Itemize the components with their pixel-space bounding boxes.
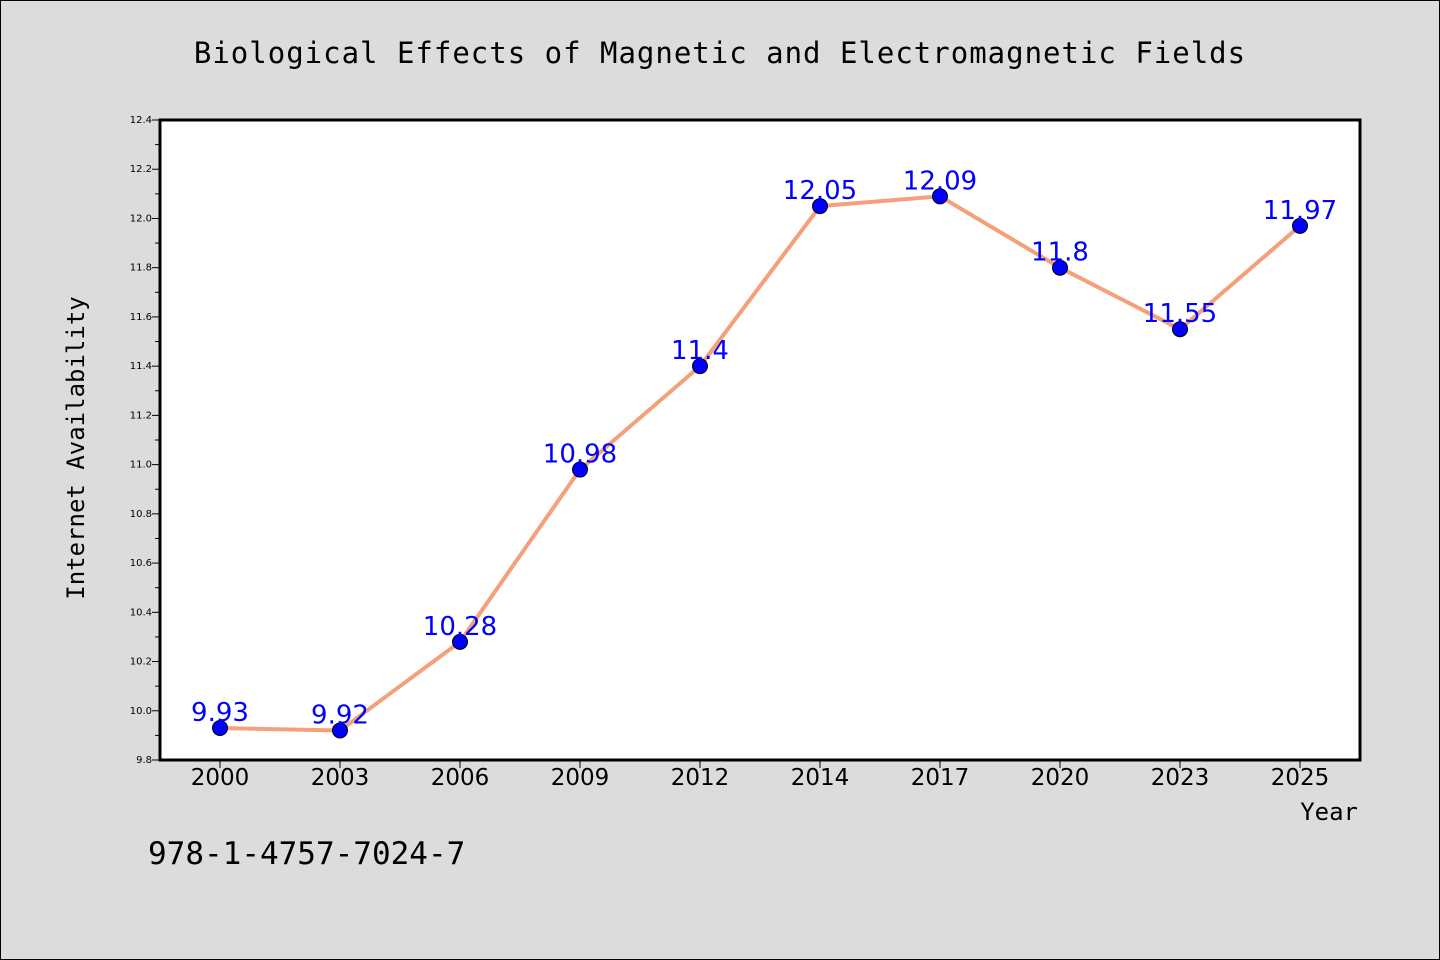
- x-axis-ticks: 2000 2003 2006 2009 2012 2014 2017 2020 2023 2025: [191, 760, 1330, 791]
- y-tick-label: 12.2: [130, 164, 152, 175]
- y-tick-label: 11.4: [130, 361, 152, 372]
- y-tick-label: 10.2: [130, 657, 152, 668]
- x-tick-label: 2012: [671, 765, 730, 791]
- data-point-marker: [1292, 217, 1308, 234]
- x-tick-label: 2006: [431, 765, 490, 791]
- y-tick-label: 11.0: [130, 460, 152, 471]
- data-point-marker: [1052, 259, 1068, 276]
- x-tick-label: 2023: [1151, 765, 1210, 791]
- x-tick-label: 2017: [911, 765, 970, 791]
- isbn-text: 978-1-4757-7024-7: [148, 836, 465, 872]
- data-label: 11.97: [1263, 196, 1337, 226]
- data-labels: 9.93 9.92 10.28 10.98 11.4 12.05 12.09 11.8 11.5…: [191, 166, 1337, 730]
- data-label: 12.09: [903, 166, 977, 196]
- y-tick-label: 12.0: [130, 213, 152, 224]
- data-point-marker: [692, 358, 708, 375]
- data-point-marker: [812, 198, 828, 215]
- series-markers: [212, 188, 1308, 739]
- data-point-marker: [452, 633, 468, 650]
- x-tick-label: 2014: [791, 765, 850, 791]
- chart-title: Biological Effects of Magnetic and Elect…: [194, 36, 1246, 70]
- data-label: 9.93: [191, 698, 249, 728]
- y-tick-label: 10.4: [130, 607, 152, 618]
- data-label: 11.55: [1143, 299, 1217, 329]
- x-tick-label: 2000: [191, 765, 250, 791]
- plot-area: [160, 120, 1360, 760]
- y-tick-label: 11.6: [130, 312, 152, 323]
- y-tick-label: 11.2: [130, 410, 152, 421]
- x-tick-label: 2020: [1031, 765, 1090, 791]
- data-label: 10.98: [543, 440, 617, 470]
- x-tick-label: 2003: [311, 765, 370, 791]
- y-tick-label: 11.8: [130, 263, 152, 274]
- y-tick-label: 10.8: [130, 509, 152, 520]
- data-label: 10.28: [423, 612, 497, 642]
- y-tick-label: 10.0: [130, 706, 152, 717]
- series-line: [219, 194, 1302, 733]
- data-point-marker: [932, 188, 948, 205]
- x-tick-label: 2025: [1271, 765, 1330, 791]
- y-axis-ticks: 9.8 10.0 10.2 10.4 10.6 10.8 11.0 11.2 11.4 11.6 1…: [130, 115, 160, 766]
- data-label: 11.8: [1031, 238, 1089, 268]
- data-point-marker: [1172, 321, 1188, 338]
- data-label: 11.4: [671, 336, 729, 366]
- data-point-marker: [572, 461, 588, 478]
- x-axis-title: Year: [1300, 798, 1358, 826]
- data-point-marker: [212, 720, 228, 736]
- y-tick-label: 12.4: [130, 115, 152, 126]
- y-tick-label: 9.8: [136, 755, 152, 766]
- data-label: 12.05: [783, 176, 857, 206]
- y-tick-label: 10.6: [130, 558, 152, 569]
- x-tick-label: 2009: [551, 765, 610, 791]
- data-point-marker: [332, 722, 348, 739]
- data-label: 9.92: [311, 700, 369, 730]
- y-axis-title: Internet Availability: [62, 296, 90, 599]
- plot-border: [158, 118, 1362, 762]
